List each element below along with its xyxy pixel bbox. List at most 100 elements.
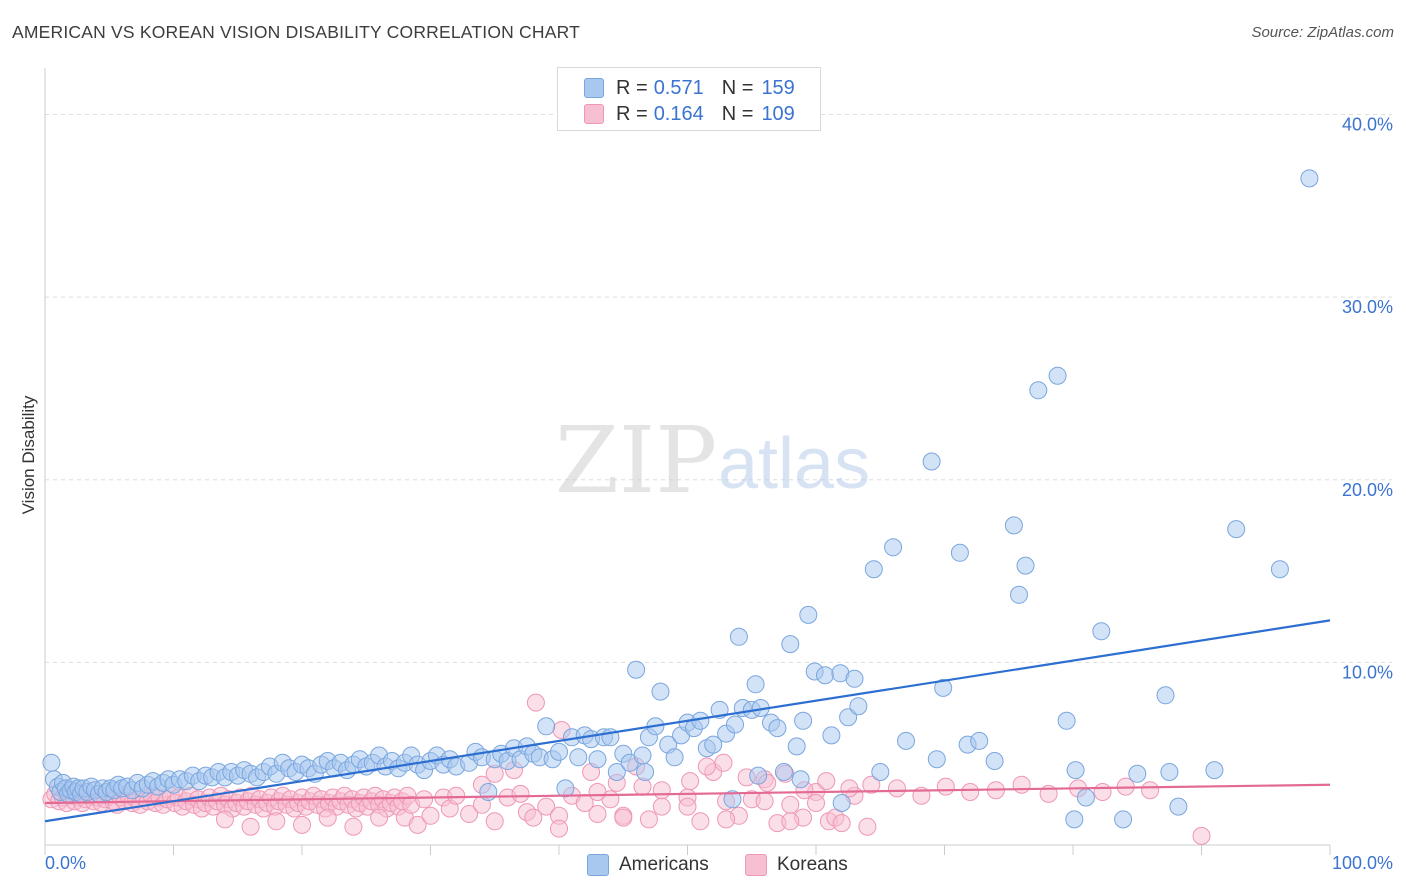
data-point: [1029, 381, 1048, 400]
data-point: [460, 805, 479, 823]
data-point: [1066, 761, 1085, 780]
data-point: [1227, 520, 1246, 539]
data-point: [588, 750, 607, 769]
y-tick-label: 20.0%: [1342, 480, 1393, 500]
legend: R = 0.571 N = 159 R = 0.164 N = 109: [557, 67, 821, 131]
data-point: [768, 719, 787, 738]
americans-points: [42, 169, 1319, 829]
americans-legend-label: Americans: [619, 854, 709, 875]
data-point: [927, 750, 946, 769]
data-point: [1010, 585, 1028, 604]
data-point: [293, 815, 311, 834]
data-point: [627, 660, 646, 679]
data-point: [822, 726, 841, 745]
data-point: [607, 763, 626, 781]
data-point: [936, 777, 955, 796]
data-point: [832, 794, 851, 812]
data-point: [729, 627, 748, 646]
data-point: [726, 715, 744, 734]
data-point: [1092, 622, 1111, 641]
americans-swatch: [584, 78, 604, 98]
data-point: [651, 682, 670, 701]
data-point: [1093, 783, 1112, 801]
data-point: [922, 452, 941, 471]
data-point: [1057, 711, 1076, 730]
data-point: [1300, 169, 1319, 188]
data-point: [817, 772, 836, 791]
data-point: [267, 812, 286, 831]
legend-n-label: N =: [721, 102, 754, 125]
axes: [44, 68, 1331, 855]
legend-n-value: 159: [761, 76, 795, 99]
data-point: [550, 819, 568, 838]
data-point: [1004, 516, 1023, 535]
data-point: [717, 810, 736, 829]
data-point: [556, 779, 575, 798]
data-point: [781, 635, 800, 654]
x-tick-label: 100.0%: [1332, 853, 1393, 873]
koreans-legend-label: Koreans: [777, 854, 848, 875]
watermark: ZIP atlas: [555, 407, 870, 514]
data-point: [791, 770, 810, 789]
data-point: [537, 717, 556, 736]
data-point: [774, 763, 793, 781]
data-point: [633, 746, 652, 765]
data-point: [755, 792, 774, 811]
data-point: [746, 675, 765, 694]
data-point: [1270, 560, 1289, 579]
data-point: [858, 817, 877, 836]
data-point: [862, 775, 881, 794]
grid-lines: [45, 114, 1392, 663]
americans-swatch: [587, 854, 609, 876]
data-point: [888, 779, 906, 798]
data-point: [588, 805, 607, 823]
data-point: [1012, 775, 1031, 794]
data-point: [524, 808, 543, 827]
data-point: [816, 666, 834, 685]
data-point: [370, 808, 389, 827]
data-point: [636, 763, 655, 781]
data-point: [970, 731, 989, 750]
y-axis-label: Vision Disability: [19, 395, 38, 514]
watermark-atlas: atlas: [718, 424, 870, 504]
data-point: [781, 812, 800, 831]
koreans-swatch: [584, 104, 604, 124]
data-point: [1114, 810, 1133, 829]
y-tick-label: 10.0%: [1342, 662, 1393, 682]
data-point: [832, 814, 851, 833]
data-point: [588, 783, 607, 801]
data-point: [697, 757, 716, 776]
koreans-swatch: [745, 854, 767, 876]
data-point: [526, 693, 545, 712]
legend-r-value: 0.571: [653, 76, 704, 99]
data-point: [1141, 781, 1160, 800]
data-point: [652, 797, 671, 816]
y-tick-label: 40.0%: [1342, 115, 1393, 135]
data-point: [415, 790, 434, 809]
data-point: [550, 742, 568, 761]
data-point: [241, 817, 260, 836]
legend-row-americans: R = 0.571 N = 159: [584, 76, 795, 100]
data-point: [344, 817, 363, 836]
koreans-trend-line: [44, 783, 1331, 805]
data-point: [42, 753, 61, 772]
data-point: [633, 777, 652, 796]
bottom-legend-koreans: Koreans: [745, 852, 848, 878]
source-label: Source: ZipAtlas.com: [1251, 24, 1394, 41]
data-point: [537, 797, 556, 816]
data-point: [871, 763, 890, 781]
data-point: [781, 795, 800, 814]
data-point: [614, 808, 633, 827]
data-point: [884, 538, 903, 557]
legend-n-label: N =: [721, 76, 754, 99]
y-tick-label: 30.0%: [1342, 297, 1393, 317]
data-point: [897, 731, 915, 750]
data-point: [799, 605, 818, 624]
data-point: [511, 784, 530, 803]
tick-labels: 10.0% 20.0% 30.0% 40.0% 0.0% 100.0%: [45, 115, 1393, 873]
data-point: [408, 815, 427, 834]
data-point: [447, 786, 466, 805]
data-point: [1156, 686, 1175, 705]
data-point: [839, 708, 858, 727]
